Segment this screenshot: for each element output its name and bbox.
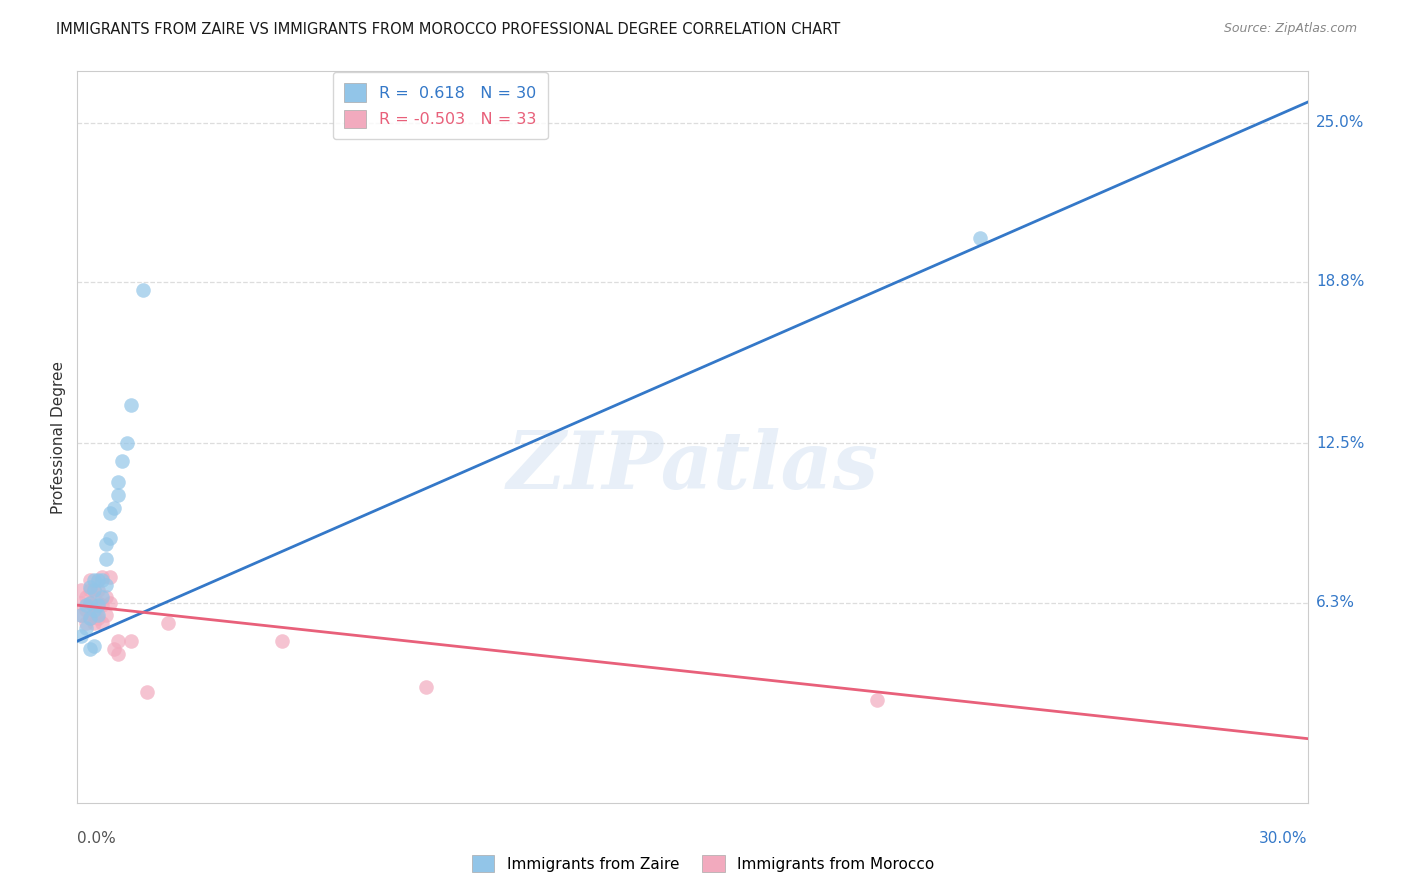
Point: [98, 506, 121, 520]
Point: [79, 611, 101, 625]
Point: [107, 647, 129, 661]
Point: [79, 596, 101, 610]
Text: 18.8%: 18.8%: [1316, 275, 1364, 289]
Point: [90, 570, 114, 584]
Point: [87, 582, 110, 597]
Point: [156, 616, 179, 631]
Point: [87, 596, 110, 610]
Point: [969, 231, 991, 245]
Legend: R =  0.618   N = 30, R = -0.503   N = 33: R = 0.618 N = 30, R = -0.503 N = 33: [333, 72, 548, 139]
Point: [70, 596, 93, 610]
Text: Source: ZipAtlas.com: Source: ZipAtlas.com: [1223, 22, 1357, 36]
Text: 12.5%: 12.5%: [1316, 436, 1364, 451]
Point: [136, 685, 159, 699]
Point: [94, 577, 117, 591]
Point: [94, 608, 117, 623]
Text: IMMIGRANTS FROM ZAIRE VS IMMIGRANTS FROM MOROCCO PROFESSIONAL DEGREE CORRELATION: IMMIGRANTS FROM ZAIRE VS IMMIGRANTS FROM…: [56, 22, 841, 37]
Point: [98, 532, 121, 546]
Point: [83, 608, 105, 623]
Point: [87, 598, 110, 612]
Point: [103, 641, 125, 656]
Point: [70, 608, 93, 623]
Point: [90, 598, 114, 612]
Point: [83, 582, 105, 597]
Point: [98, 570, 121, 584]
Point: [103, 500, 125, 515]
Point: [90, 573, 114, 587]
Point: [79, 611, 101, 625]
Point: [94, 591, 117, 605]
Point: [83, 616, 105, 631]
Point: [75, 598, 97, 612]
Point: [132, 283, 155, 297]
Point: [415, 681, 437, 695]
Point: [79, 641, 101, 656]
Point: [94, 536, 117, 550]
Point: [120, 398, 142, 412]
Point: [70, 608, 93, 623]
Point: [75, 603, 97, 617]
Point: [79, 582, 101, 597]
Point: [111, 454, 134, 468]
Point: [120, 634, 142, 648]
Point: [79, 580, 101, 594]
Point: [83, 582, 105, 597]
Point: [87, 608, 110, 623]
Point: [70, 582, 93, 597]
Text: 25.0%: 25.0%: [1316, 115, 1364, 130]
Point: [83, 598, 105, 612]
Point: [83, 639, 105, 653]
Point: [107, 488, 129, 502]
Point: [87, 573, 110, 587]
Text: 30.0%: 30.0%: [1260, 830, 1308, 846]
Point: [271, 634, 294, 648]
Point: [90, 591, 114, 605]
Text: 6.3%: 6.3%: [1316, 595, 1355, 610]
Point: [94, 552, 117, 566]
Point: [90, 616, 114, 631]
Point: [75, 621, 97, 635]
Point: [83, 573, 105, 587]
Point: [79, 573, 101, 587]
Point: [115, 436, 138, 450]
Point: [107, 475, 129, 489]
Point: [107, 634, 129, 648]
Point: [98, 596, 121, 610]
Point: [75, 616, 97, 631]
Legend: Immigrants from Zaire, Immigrants from Morocco: Immigrants from Zaire, Immigrants from M…: [464, 847, 942, 880]
Point: [83, 603, 105, 617]
Point: [866, 693, 889, 707]
Point: [70, 629, 93, 643]
Y-axis label: Professional Degree: Professional Degree: [51, 360, 66, 514]
Point: [87, 611, 110, 625]
Text: ZIPatlas: ZIPatlas: [506, 427, 879, 505]
Point: [79, 596, 101, 610]
Text: 0.0%: 0.0%: [77, 830, 117, 846]
Point: [75, 591, 97, 605]
